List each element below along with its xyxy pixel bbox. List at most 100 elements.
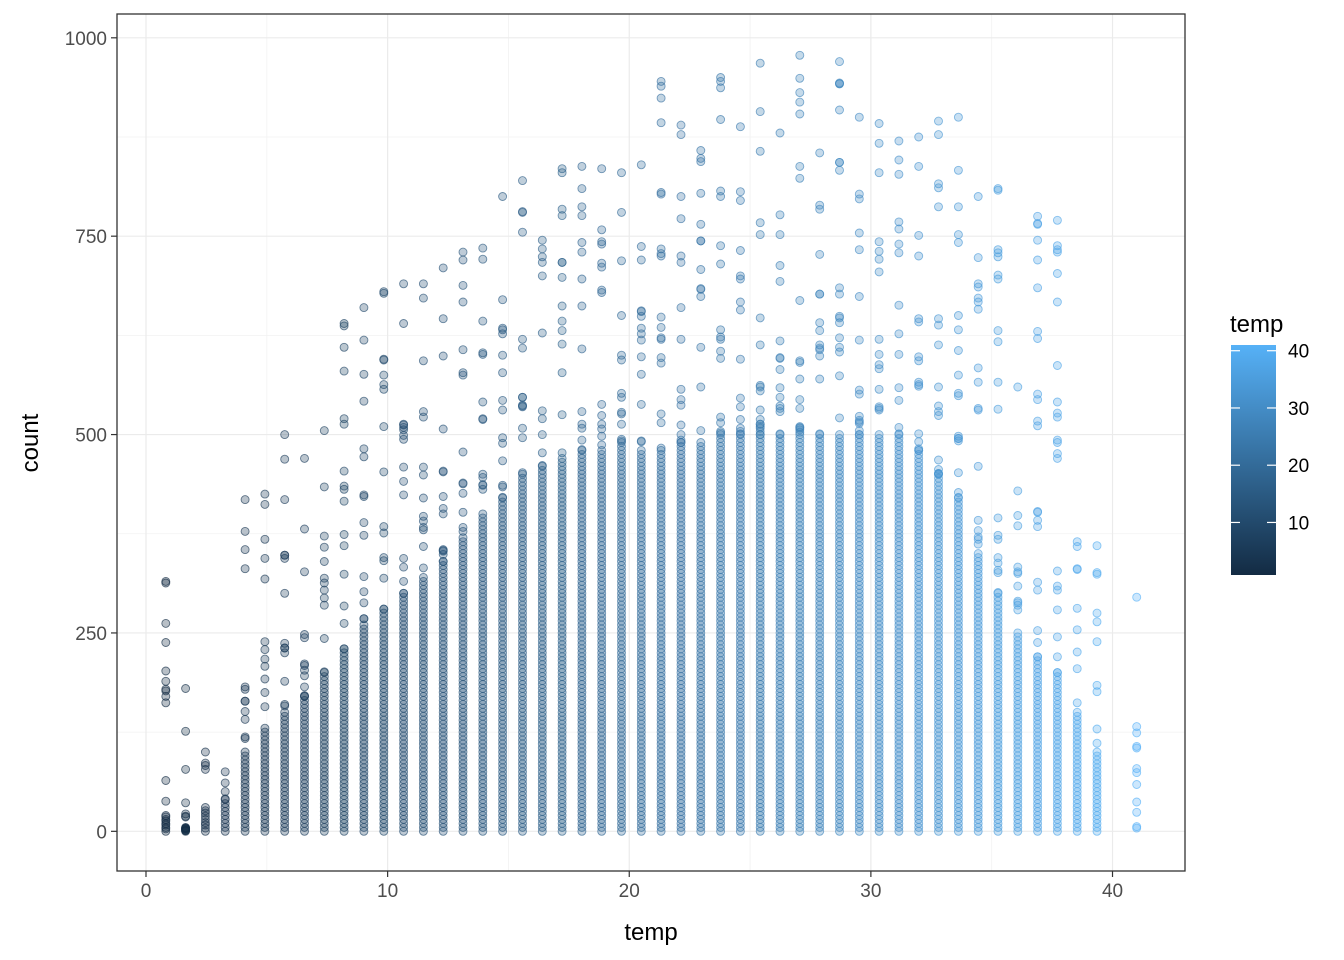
data-point [300,567,309,577]
data-point [1013,628,1023,638]
data-point [636,311,646,321]
data-point [696,382,706,392]
data-point [379,553,389,563]
data-point [339,601,349,611]
data-point [755,146,765,156]
grid-lines [117,14,1185,871]
data-point [973,515,983,525]
data-point [755,405,765,415]
data-point [1092,680,1102,690]
data-point [1072,625,1082,635]
data-point [577,161,587,171]
data-point [359,572,369,582]
data-point [418,511,428,521]
data-point [815,249,825,259]
data-point [973,534,983,544]
data-point [240,707,250,716]
data-point [438,466,448,476]
data-point [438,546,448,556]
data-point [518,343,527,353]
data-point [339,644,349,654]
data-point [953,391,963,401]
data-point [775,128,785,138]
data-point [894,329,904,339]
data-point [775,429,785,439]
data-point [359,369,369,379]
data-point [478,316,488,326]
data-point [735,122,745,132]
data-point [815,429,825,439]
data-point [161,638,171,647]
data-point [577,435,587,445]
data-point [676,400,686,410]
data-point [854,389,864,399]
data-point [1033,515,1043,525]
data-point [577,202,587,212]
data-point [399,553,409,563]
data-point [636,436,646,446]
data-point [359,614,369,624]
data-point [1052,652,1062,662]
data-point [379,370,389,380]
data-point [656,418,666,428]
data-point [636,255,646,265]
data-point [359,620,369,630]
data-point [200,818,210,828]
data-point [557,301,567,311]
data-point [557,272,567,282]
data-point [716,412,726,422]
data-point [696,236,706,246]
data-point [399,319,409,328]
data-point [696,146,706,155]
data-point [1052,566,1062,576]
data-point [498,192,508,201]
data-point [379,384,389,394]
data-point [597,411,607,420]
data-point [478,472,488,482]
data-point [518,392,527,402]
data-point [656,93,666,103]
data-point [260,553,270,563]
data-point [775,383,785,393]
data-point [993,568,1003,578]
data-point [617,311,626,320]
data-point [993,404,1003,414]
data-point [240,684,250,694]
data-point [498,323,508,333]
data-point [161,666,171,676]
data-point [240,734,250,743]
data-point [537,430,547,440]
data-point [1052,668,1062,678]
data-point [240,747,250,757]
data-point [775,230,785,240]
data-point [537,461,547,470]
data-point [478,414,488,424]
data-point [636,352,646,362]
data-point [835,79,844,89]
data-point [636,399,646,409]
data-point [359,452,369,462]
data-point [319,573,329,583]
x-tick-label: 30 [860,881,881,902]
data-point [1033,219,1043,229]
data-point [973,363,983,373]
data-point [1052,297,1062,307]
data-point [577,238,587,247]
data-point [1092,747,1102,757]
data-point [418,522,428,532]
data-point [319,482,329,492]
data-point [1033,577,1043,587]
data-point [953,468,963,478]
data-point [953,238,963,247]
data-point [894,349,904,359]
data-point [280,495,290,505]
data-point [874,119,884,128]
data-point [716,259,726,269]
data-point [557,257,567,267]
data-point [934,465,943,474]
data-point [755,230,765,240]
data-point [478,397,488,407]
data-point [319,578,329,588]
data-point [894,136,904,146]
data-point [458,247,468,257]
